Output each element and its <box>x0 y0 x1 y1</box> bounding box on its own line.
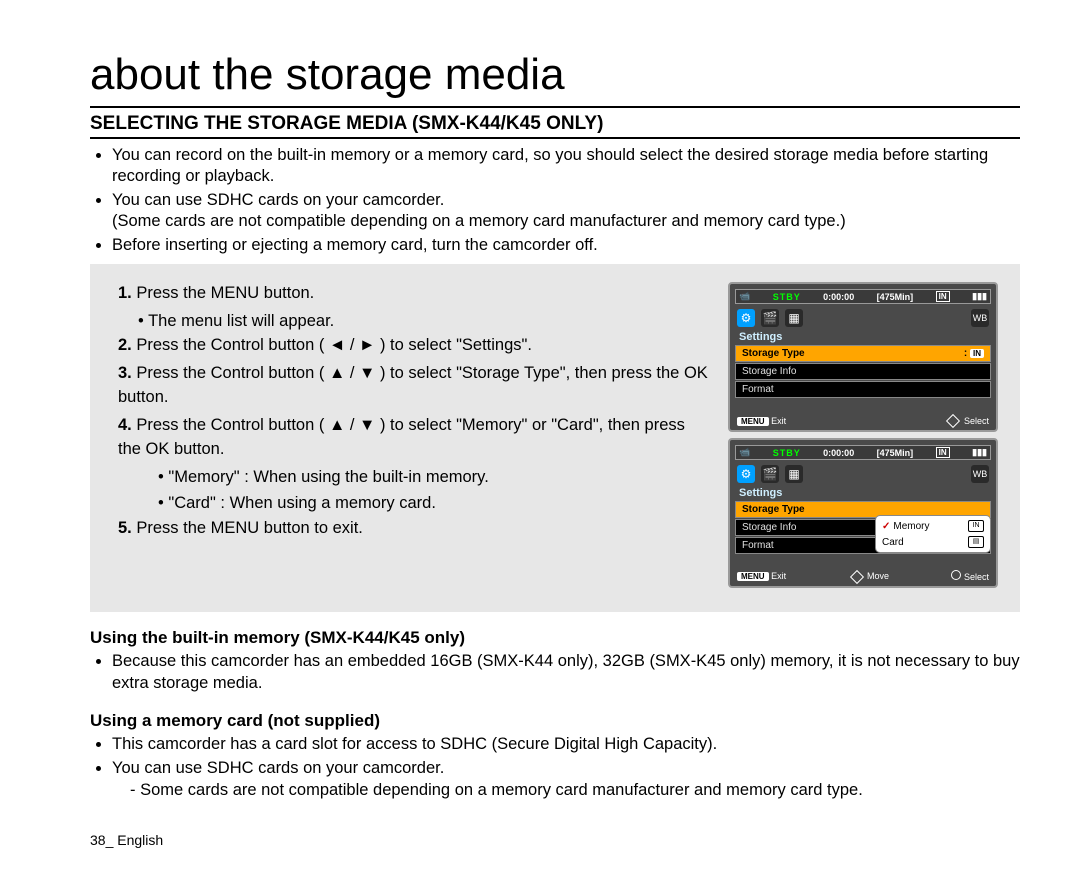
option-memory: Memory <box>893 521 929 532</box>
card-sub-note: - Some cards are not compatible dependin… <box>130 779 1020 801</box>
card-bullet: You can use SDHC cards on your camcorder… <box>112 757 1020 802</box>
intro-bullets: You can record on the built-in memory or… <box>90 145 1020 256</box>
ok-icon <box>951 570 961 580</box>
step-num: 4. <box>118 416 132 434</box>
step-sub: • "Card" : When using a memory card. <box>158 492 710 516</box>
intro-bullet: You can record on the built-in memory or… <box>112 145 1020 188</box>
camera-screenshots: 📹 STBY 0:00:00 [475Min] IN ▮▮▮ ⚙ 🎬 ▦ WB … <box>728 282 1000 594</box>
card-bullet: This camcorder has a card slot for acces… <box>112 733 1020 755</box>
tab-icon: 🎬 <box>761 465 779 483</box>
battery-icon: ▮▮▮ <box>972 291 987 302</box>
settings-tab-icon: ⚙ <box>737 465 755 483</box>
in-icon: IN <box>936 291 950 302</box>
settings-heading: Settings <box>739 331 991 343</box>
intro-bullet: You can use SDHC cards on your camcorder… <box>112 190 1020 233</box>
in-icon: IN <box>936 447 950 458</box>
menu-button-label: MENU <box>737 572 769 581</box>
step-num: 3. <box>118 364 132 382</box>
builtin-bullet: Because this camcorder has an embedded 1… <box>112 650 1020 695</box>
menu-item-storage-info: Storage Info <box>735 363 991 380</box>
step-num: 5. <box>118 519 132 537</box>
step-num: 2. <box>118 336 132 354</box>
select-label: Select <box>964 572 989 582</box>
builtin-heading: Using the built-in memory (SMX-K44/K45 o… <box>90 628 1020 648</box>
camera-screen-2: 📹 STBY 0:00:00 [475Min] IN ▮▮▮ ⚙ 🎬 ▦ WB … <box>728 438 998 588</box>
stby-label: STBY <box>773 448 801 458</box>
option-card: Card <box>882 537 904 548</box>
move-label: Move <box>867 571 889 581</box>
time-label: 0:00:00 <box>823 448 854 458</box>
tab-icon: ▦ <box>785 309 803 327</box>
remain-label: [475Min] <box>877 292 914 302</box>
exit-label: Exit <box>771 571 786 581</box>
step-sub: • "Memory" : When using the built-in mem… <box>158 466 710 490</box>
step-text: Press the Control button ( ◄ / ► ) to se… <box>136 336 532 354</box>
intro-bullet: Before inserting or ejecting a memory ca… <box>112 235 1020 256</box>
in-icon: IN <box>968 520 984 532</box>
time-label: 0:00:00 <box>823 292 854 302</box>
storage-type-popup: ✓Memory IN Card ▤ <box>876 516 990 552</box>
step-text: Press the MENU button. <box>136 284 314 302</box>
menu-item-storage-type: Storage Type: IN <box>735 345 991 362</box>
camcorder-icon: 📹 <box>739 447 750 458</box>
page-title: about the storage media <box>90 50 1020 108</box>
settings-tab-icon: ⚙ <box>737 309 755 327</box>
card-icon: ▤ <box>968 536 984 548</box>
step-text: Press the MENU button to exit. <box>136 519 363 537</box>
menu-button-label: MENU <box>737 417 769 426</box>
select-label: Select <box>964 416 989 426</box>
remain-label: [475Min] <box>877 448 914 458</box>
step-text: Press the Control button ( ▲ / ▼ ) to se… <box>118 416 685 458</box>
battery-icon: ▮▮▮ <box>972 447 987 458</box>
menu-item-format: Format <box>735 381 991 398</box>
check-icon: ✓ <box>882 521 890 532</box>
step-text: Press the Control button ( ▲ / ▼ ) to se… <box>118 364 708 406</box>
builtin-bullets: Because this camcorder has an embedded 1… <box>90 650 1020 695</box>
exit-label: Exit <box>771 416 786 426</box>
card-heading: Using a memory card (not supplied) <box>90 711 1020 731</box>
tab-icon: 🎬 <box>761 309 779 327</box>
step-num: 1. <box>118 284 132 302</box>
diamond-icon <box>946 414 960 428</box>
instruction-box: 1. Press the MENU button. • The menu lis… <box>90 264 1020 612</box>
instruction-steps: 1. Press the MENU button. • The menu lis… <box>110 282 710 594</box>
diamond-icon <box>849 569 863 583</box>
section-heading: SELECTING THE STORAGE MEDIA (SMX-K44/K45… <box>90 113 1020 139</box>
camera-screen-1: 📹 STBY 0:00:00 [475Min] IN ▮▮▮ ⚙ 🎬 ▦ WB … <box>728 282 998 432</box>
camcorder-icon: 📹 <box>739 291 750 302</box>
stby-label: STBY <box>773 292 801 302</box>
card-bullets: This camcorder has a card slot for acces… <box>90 733 1020 802</box>
page-number: 38_ English <box>90 832 1020 848</box>
wb-icon: WB <box>971 465 989 483</box>
wb-icon: WB <box>971 309 989 327</box>
step-sub: • The menu list will appear. <box>138 310 710 334</box>
tab-icon: ▦ <box>785 465 803 483</box>
settings-heading: Settings <box>739 487 991 499</box>
